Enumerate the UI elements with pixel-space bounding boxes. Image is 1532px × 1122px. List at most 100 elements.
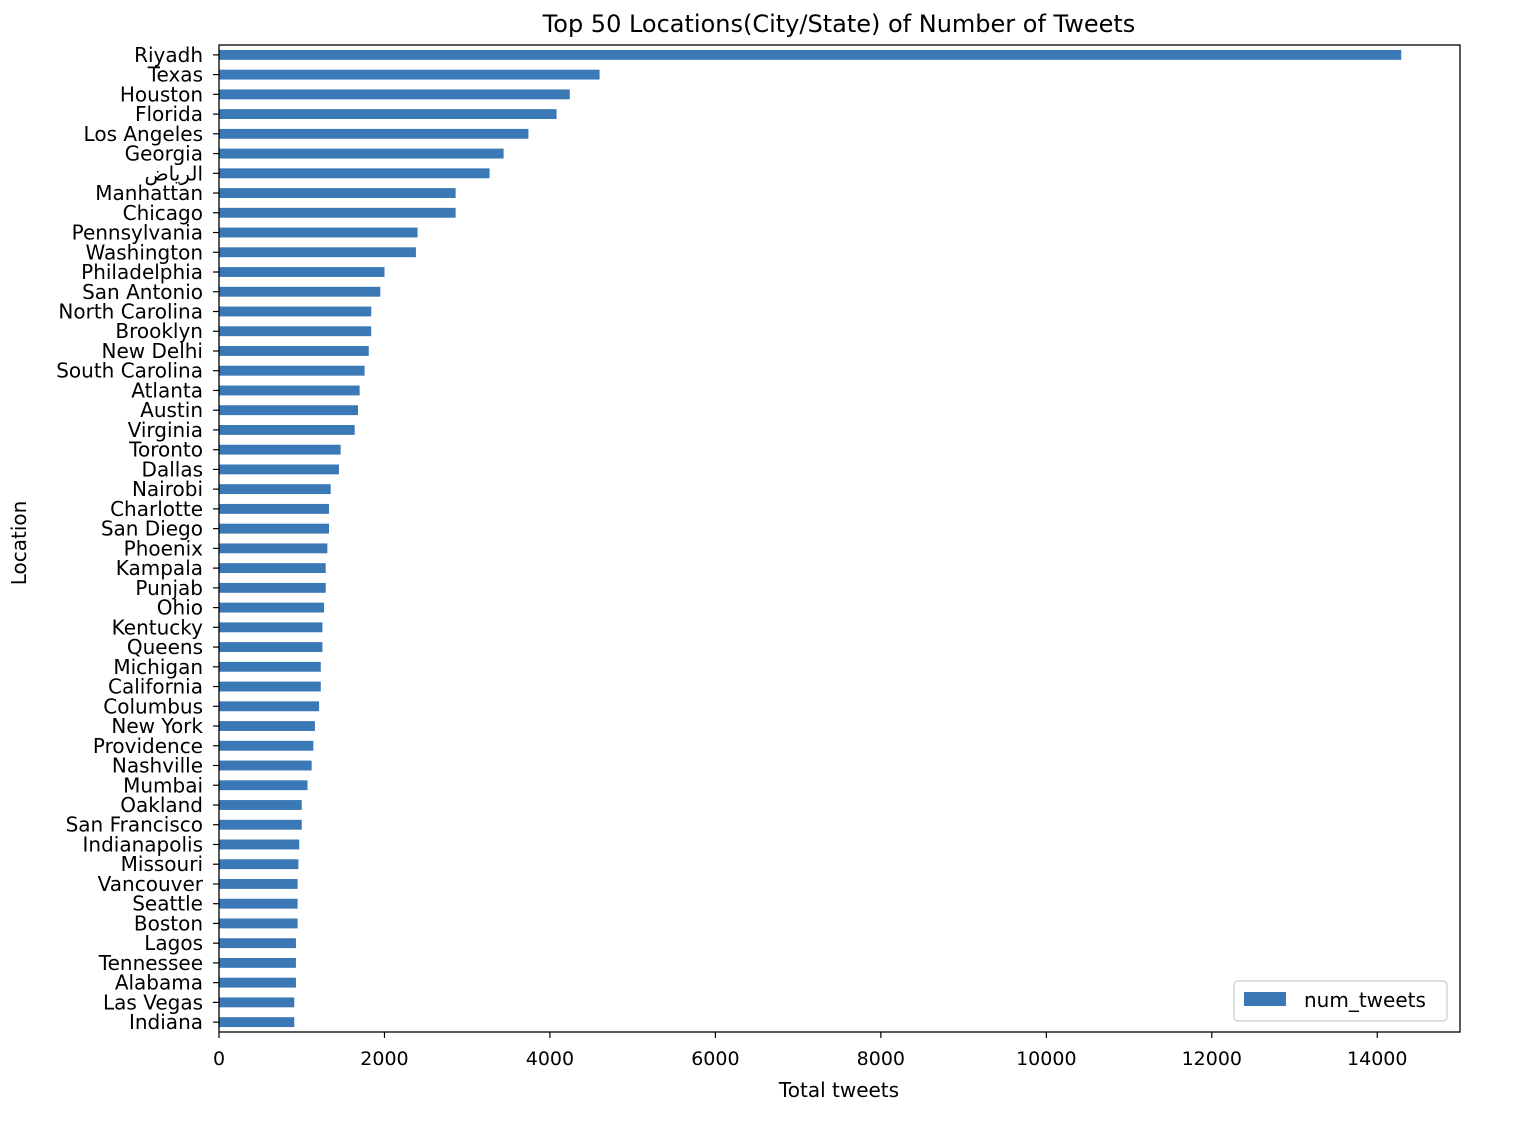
y-tick-label: Brooklyn: [115, 319, 203, 343]
y-tick-label: Indiana: [129, 1010, 203, 1034]
y-tick-label: Virginia: [128, 418, 203, 442]
y-tick-label: Michigan: [113, 655, 203, 679]
bar: [219, 563, 326, 574]
bar: [219, 622, 323, 633]
y-tick-label: Charlotte: [110, 497, 203, 521]
bar: [219, 997, 295, 1008]
bar: [219, 582, 326, 593]
bar: [219, 385, 360, 396]
y-tick-label: Mumbai: [123, 773, 203, 797]
y-tick-label: Tennessee: [98, 951, 203, 975]
y-tick-label: Atlanta: [131, 378, 203, 402]
y-tick-label: Chicago: [123, 201, 203, 225]
y-tick-label: North Carolina: [58, 299, 203, 323]
bar: [219, 839, 300, 850]
bar: [219, 977, 296, 988]
y-tick-label: Missouri: [121, 852, 203, 876]
y-tick-label: Austin: [140, 398, 203, 422]
y-tick-label: الرياض: [144, 161, 203, 185]
bar: [219, 444, 341, 455]
x-axis-label: Total tweets: [778, 1078, 899, 1102]
x-tick-label: 14000: [1347, 1048, 1407, 1070]
bar: [219, 168, 490, 179]
bar: [219, 681, 321, 692]
bar: [219, 503, 330, 514]
chart-title: Top 50 Locations(City/State) of Number o…: [542, 10, 1136, 38]
bar: [219, 760, 312, 771]
y-tick-label: Seattle: [132, 892, 203, 916]
y-tick-label: San Francisco: [66, 813, 203, 837]
bar: [219, 346, 369, 356]
y-tick-label: Ohio: [157, 596, 203, 620]
y-tick-label: Punjab: [135, 576, 203, 600]
bar: [219, 938, 296, 949]
bar: [219, 365, 365, 376]
y-tick-label: Pennsylvania: [72, 221, 203, 245]
bar: [219, 701, 320, 712]
y-tick-label: Nashville: [112, 754, 203, 778]
y-tick-label: Dallas: [142, 457, 203, 481]
y-tick-label: Columbus: [103, 694, 203, 718]
y-tick-label: Philadelphia: [81, 260, 203, 284]
legend-swatch: [1244, 992, 1286, 1006]
y-tick-label: South Carolina: [56, 359, 203, 383]
bar: [219, 523, 330, 534]
y-tick-label: Alabama: [115, 971, 203, 995]
bar: [219, 49, 1402, 60]
bar: [219, 247, 416, 258]
bar: [219, 148, 504, 159]
bar: [219, 484, 331, 495]
bar: [219, 267, 385, 277]
y-tick-label: Phoenix: [124, 536, 204, 560]
bar: [219, 286, 381, 297]
y-tick-label: New York: [111, 714, 203, 738]
y-tick-label: Oakland: [120, 793, 203, 817]
y-tick-label: Georgia: [125, 142, 203, 166]
bar: [219, 898, 298, 909]
bar: [219, 424, 355, 435]
x-tick-label: 6000: [691, 1048, 739, 1070]
legend-label: num_tweets: [1304, 988, 1426, 1012]
bar: [219, 109, 557, 120]
bar: [219, 721, 315, 731]
y-tick-label: Florida: [135, 102, 203, 126]
y-tick-label: Texas: [147, 63, 203, 87]
bar: [219, 543, 328, 554]
y-tick-label: Queens: [127, 635, 203, 659]
y-tick-label: Houston: [120, 82, 203, 106]
bar: [219, 661, 321, 672]
x-tick-label: 0: [213, 1048, 225, 1070]
y-tick-label: Manhattan: [95, 181, 203, 205]
bar: [219, 207, 456, 218]
bar: [219, 69, 600, 80]
y-axis-label: Location: [7, 501, 31, 586]
bar: [219, 957, 296, 968]
legend-box: [1233, 980, 1448, 1022]
bar: [219, 879, 298, 889]
y-tick-label: Los Angeles: [84, 122, 203, 146]
bar: [219, 780, 308, 791]
bar: [219, 800, 302, 810]
bar: [219, 128, 529, 139]
bar: [219, 89, 570, 100]
bar: [219, 918, 298, 929]
y-tick-label: Indianapolis: [83, 832, 203, 856]
bar: [219, 227, 418, 238]
bar: [219, 859, 299, 870]
bar: [219, 740, 314, 751]
y-tick-label: Kentucky: [112, 615, 203, 639]
bar: [219, 306, 372, 317]
bar: [219, 405, 358, 416]
y-tick-label: California: [108, 675, 203, 699]
y-tick-label: Nairobi: [132, 477, 203, 501]
bar: [219, 1017, 295, 1028]
y-tick-label: Toronto: [128, 438, 203, 462]
y-tick-label: Kampala: [116, 556, 203, 580]
x-tick-label: 10000: [1016, 1048, 1076, 1070]
y-tick-label: Vancouver: [98, 872, 204, 896]
bar: [219, 188, 456, 198]
y-tick-label: San Diego: [101, 517, 203, 541]
x-tick-label: 4000: [526, 1048, 574, 1070]
y-tick-label: Boston: [134, 911, 203, 935]
legend: num_tweets: [1233, 980, 1448, 1022]
